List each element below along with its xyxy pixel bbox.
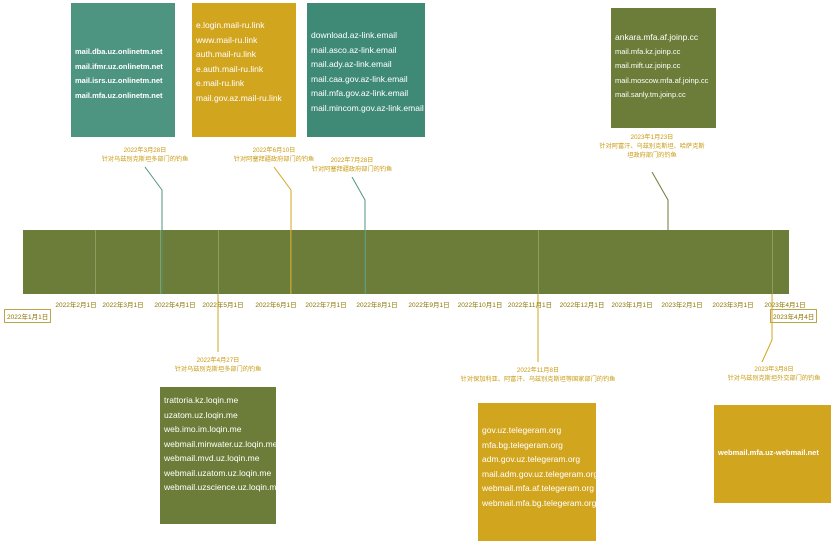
domain-text: webmail.mfa.af.telegeram.org [482,483,594,493]
month-tick [160,230,161,294]
event-date: 2023年1月23日 [630,134,674,141]
event-description: 针对乌兹别克斯坦多部门的钓鱼 [101,156,189,163]
domain-text: ankara.mfa.af.joinp.cc [615,32,699,42]
event-description: 针对乌兹别克斯坦多部门的钓鱼 [174,366,262,373]
domain-text: mfa.bg.telegeram.org [482,439,563,450]
month-tick [95,230,96,294]
event-label: 2023年3月8日 针对乌兹别克斯坦外交部门的钓鱼 [728,365,821,383]
month-label: 2022年3月1日 [102,302,144,309]
event-label: 2022年6月10日 针对阿塞拜疆政府部门的钓鱼 [234,146,314,164]
domain-text: mail.mfa.kz.joinp.cc [615,46,681,56]
domain-text: mail.isrs.uz.onlinetm.net [75,76,163,85]
event-date: 2022年11月8日 [516,367,560,374]
domain-text: mail.asco.az-link.email [311,44,397,55]
event-label: 2022年11月8日 针对保加利亚、阿富汗、乌兹别克斯坦等国家部门的钓鱼 [461,366,616,384]
event-label: 2022年3月28日 针对乌兹别克斯坦多部门的钓鱼 [102,146,189,164]
domain-text: webmail.mfa.bg.telegeram.org [482,497,597,508]
domain-text: mail.mift.uz.joinp.cc [615,61,681,70]
domain-text: e.mail-ru.link [196,78,245,88]
month-label: 2022年9月1日 [408,302,450,309]
domain-text: webmail.mvd.uz.loqin.me [164,453,260,463]
domain-text: mail.moscow.mfa.af.joinp.cc [615,75,709,85]
event-connector [351,176,366,294]
event-connector [144,166,163,294]
domain-text: mail.ifmr.uz.onlinetm.net [75,61,163,71]
event-description: 针对乌兹别克斯坦外交部门的钓鱼 [727,375,821,382]
event-label: 2022年4月27日 针对乌兹别克斯坦多部门的钓鱼 [175,356,262,374]
domain-text: mail.ady.az-link.email [311,59,392,69]
event-connector [761,294,773,363]
domain-text: mail.mincom.gov.az-link.email [311,102,424,113]
event-label: 2022年7月28日 针对阿塞拜疆政府部门的钓鱼 [312,156,392,174]
event-domain-box: mail.dba.uz.onlinetm.net mail.ifmr.uz.on… [71,3,175,137]
domain-text: webmail.uzatom.uz.loqin.me [164,467,272,478]
month-label: 2022年6月1日 [255,302,297,309]
event-domain-box: gov.uz.telegeram.org mfa.bg.telegeram.or… [478,403,599,541]
event-date: 2022年7月28日 [330,157,374,164]
event-connector [651,171,669,230]
event-description: 针对阿塞拜疆政府部门的钓鱼 [311,166,393,173]
event-description: 针对阿塞拜疆政府部门的钓鱼 [233,156,315,163]
domain-text: adm.gov.uz.telegeram.org [482,454,581,464]
domain-text: trattoria.kz.loqin.me [164,395,239,405]
month-label: 2023年2月1日 [661,302,703,309]
domain-text: e.login.mail-ru.link [196,20,265,30]
event-domain-box: download.az-link.email mail.asco.az-link… [307,3,425,137]
month-tick [538,230,539,294]
domain-text: auth.mail-ru.link [196,49,256,59]
month-label: 2022年5月1日 [202,302,244,309]
event-domain-box: webmail.mfa.uz-webmail.net [714,405,831,503]
domain-text: mail.mfa.gov.az-link.email [311,88,409,98]
domain-text: www.mail-ru.link [196,34,258,45]
month-label: 2023年3月1日 [712,302,754,309]
domain-text: gov.uz.telegeram.org [482,425,562,435]
month-label: 2022年11月1日 [507,302,553,309]
event-date: 2022年4月27日 [196,357,240,364]
domain-text: mail.sanly.tm.joinp.cc [615,90,686,99]
domain-text: e.auth.mail-ru.link [196,63,264,74]
axis-end-label: 2023年4月4日 [770,309,818,323]
event-description: 针对阿富汗、乌兹别克斯坦、哈萨克斯坦政府部门的钓鱼 [599,143,705,159]
month-tick [218,230,219,294]
domain-text: webmail.mfa.uz-webmail.net [718,448,819,457]
event-date: 2022年3月28日 [123,147,167,154]
month-label: 2023年1月1日 [611,302,653,309]
month-label: 2022年10月1日 [457,302,503,309]
timeline-bar [23,230,789,294]
domain-text: mail.adm.gov.uz.telegeram.org [482,468,599,479]
domain-text: uzatom.uz.loqin.me [164,409,238,420]
event-description: 针对保加利亚、阿富汗、乌兹别克斯坦等国家部门的钓鱼 [460,376,616,383]
event-label: 2023年1月23日 针对阿富汗、乌兹别克斯坦、哈萨克斯坦政府部门的钓鱼 [597,133,707,160]
axis-start-label: 2022年1月1日 [4,309,52,323]
month-label: 2022年7月1日 [305,302,347,309]
domain-text: webmail.uzscience.uz.loqin.me [164,482,282,492]
domain-text: mail.caa.gov.az-link.email [311,73,408,84]
domain-text: web.imo.im.loqin.me [164,424,242,434]
month-label: 2022年12月1日 [559,302,605,309]
domain-text: mail.mfa.uz.onlinetm.net [75,90,163,100]
month-label: 2022年4月1日 [154,302,196,309]
domain-text: webmail.minwater.uz.loqin.me [164,438,278,449]
month-label: 2022年2月1日 [55,302,97,309]
event-connector [273,166,292,294]
month-label: 2023年4月1日 [764,302,806,309]
domain-text: mail.dba.uz.onlinetm.net [75,47,163,56]
month-tick [772,230,773,294]
event-domain-box: e.login.mail-ru.link www.mail-ru.link au… [192,3,296,137]
domain-text: mail.gov.az.mail-ru.link [196,92,282,103]
event-domain-box: trattoria.kz.loqin.me uzatom.uz.loqin.me… [160,387,282,524]
domain-text: download.az-link.email [311,30,397,40]
event-date: 2023年3月8日 [754,366,794,373]
month-label: 2022年8月1日 [356,302,398,309]
event-domain-box: ankara.mfa.af.joinp.cc mail.mfa.kz.joinp… [611,8,716,128]
event-date: 2022年6月10日 [252,147,296,154]
